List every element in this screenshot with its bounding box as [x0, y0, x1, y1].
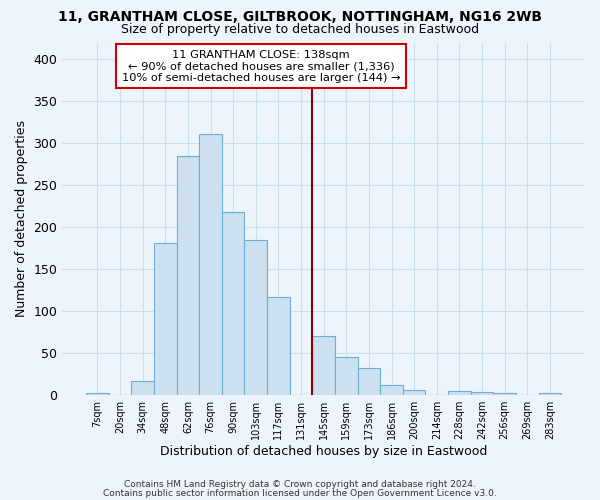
- Bar: [403, 390, 425, 394]
- Y-axis label: Number of detached properties: Number of detached properties: [15, 120, 28, 317]
- Bar: [244, 240, 267, 394]
- Bar: [199, 134, 222, 394]
- Bar: [222, 212, 244, 394]
- Bar: [471, 392, 493, 394]
- Bar: [539, 393, 561, 394]
- Bar: [380, 386, 403, 394]
- Bar: [176, 156, 199, 394]
- X-axis label: Distribution of detached houses by size in Eastwood: Distribution of detached houses by size …: [160, 444, 487, 458]
- Text: 11, GRANTHAM CLOSE, GILTBROOK, NOTTINGHAM, NG16 2WB: 11, GRANTHAM CLOSE, GILTBROOK, NOTTINGHA…: [58, 10, 542, 24]
- Bar: [131, 382, 154, 394]
- Text: Size of property relative to detached houses in Eastwood: Size of property relative to detached ho…: [121, 22, 479, 36]
- Bar: [267, 296, 290, 394]
- Text: 11 GRANTHAM CLOSE: 138sqm
← 90% of detached houses are smaller (1,336)
10% of se: 11 GRANTHAM CLOSE: 138sqm ← 90% of detac…: [122, 50, 400, 82]
- Bar: [154, 243, 176, 394]
- Bar: [358, 368, 380, 394]
- Bar: [335, 357, 358, 395]
- Bar: [448, 390, 471, 394]
- Bar: [86, 393, 109, 394]
- Bar: [313, 336, 335, 394]
- Text: Contains HM Land Registry data © Crown copyright and database right 2024.: Contains HM Land Registry data © Crown c…: [124, 480, 476, 489]
- Text: Contains public sector information licensed under the Open Government Licence v3: Contains public sector information licen…: [103, 488, 497, 498]
- Bar: [493, 393, 516, 394]
